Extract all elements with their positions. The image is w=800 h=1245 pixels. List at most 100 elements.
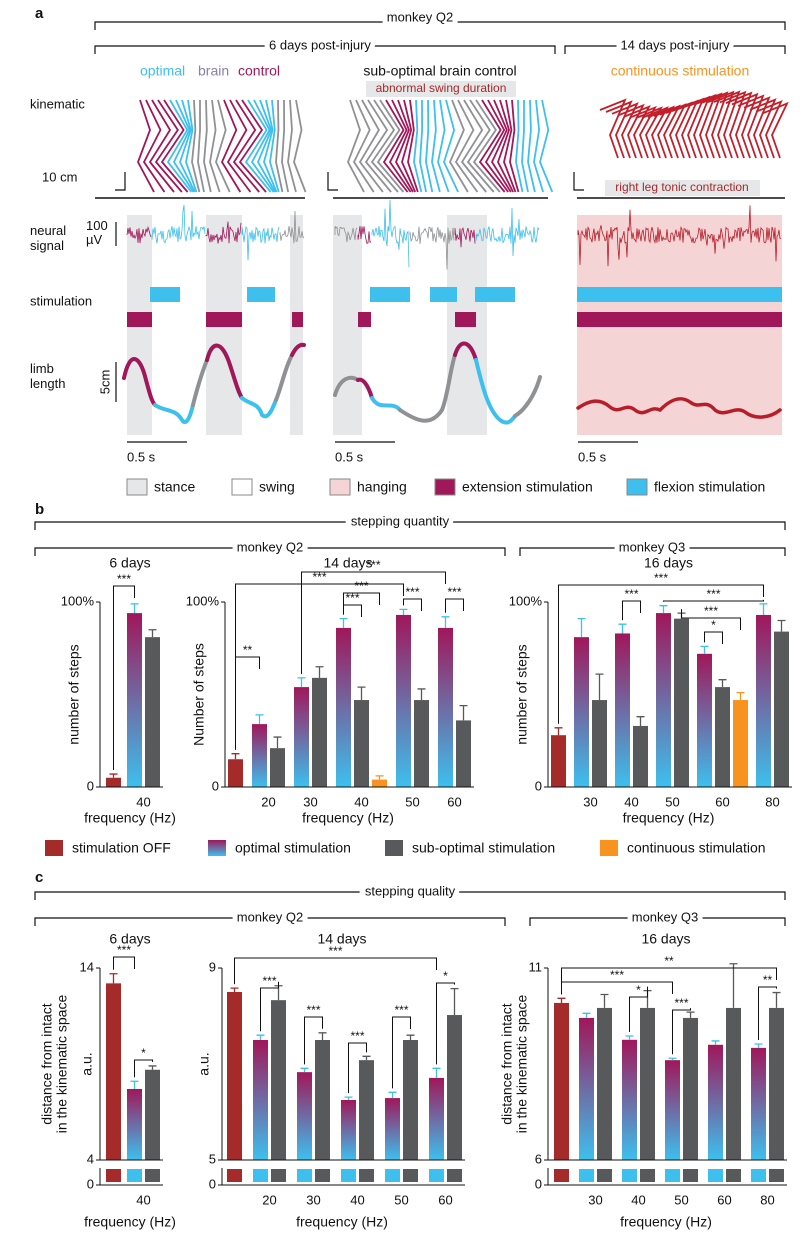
stub-swatch [769, 1169, 784, 1182]
scale-line: µV [86, 232, 102, 247]
condition: continuous stimulation [611, 63, 750, 79]
stub-swatch [683, 1169, 698, 1182]
extension-block [455, 312, 476, 327]
bar [127, 1088, 142, 1160]
significance-bracket [392, 1016, 411, 1089]
trace [274, 353, 294, 402]
chart: 0 4 14 40 6 days frequency (Hz) distance from … [39, 931, 176, 1230]
chart-title: 6 days [109, 931, 150, 947]
error-bar [736, 692, 745, 701]
row-label: neural signal [30, 223, 66, 253]
significance-label: *** [706, 587, 720, 601]
bar [733, 700, 748, 787]
x-tick-label: 50 [405, 794, 419, 809]
bar [456, 720, 471, 787]
error-bar [109, 973, 118, 984]
bar [697, 653, 712, 787]
error-bar [557, 997, 566, 1003]
note-box [605, 180, 760, 196]
stick [197, 99, 205, 193]
significance-label: *** [610, 968, 624, 982]
bar [592, 700, 607, 787]
stick [370, 99, 399, 193]
x-tick-label: 30 [588, 1192, 602, 1207]
stick [605, 100, 633, 159]
neural-trace [357, 225, 372, 245]
error-bar [686, 1011, 695, 1018]
condition: control [238, 63, 280, 79]
significance-bracket [113, 585, 135, 771]
scale-label: 0.5 s [578, 449, 607, 464]
error-bar [450, 987, 459, 1016]
stub-swatch [359, 1169, 374, 1182]
stick [713, 90, 741, 159]
stub-swatch [227, 1169, 242, 1182]
x-tick-label: 50 [665, 794, 679, 809]
error-bar [659, 605, 668, 614]
kinematic-sticks [137, 90, 789, 193]
scale-label: 10 cm [42, 169, 77, 184]
y-tick-label: 4 [87, 1151, 94, 1166]
stick [364, 99, 392, 193]
significance-bracket [343, 592, 380, 615]
x-tick-label: 60 [447, 794, 461, 809]
scale-bar [573, 172, 584, 191]
stick [647, 105, 675, 159]
trace [453, 341, 478, 362]
bar [708, 1044, 723, 1160]
bar [579, 1017, 594, 1160]
legend-swatch [45, 840, 63, 856]
stick [215, 99, 231, 193]
stick [395, 99, 414, 193]
error-bar [130, 603, 139, 614]
stick [611, 102, 639, 159]
neural-trace [577, 205, 782, 267]
row-label-line: neural [30, 223, 66, 238]
significance-label: *** [366, 558, 380, 572]
x-tick-label: 60 [715, 794, 729, 809]
neural-signal [126, 200, 782, 270]
trace [513, 375, 542, 418]
stub-swatch [665, 1169, 680, 1182]
neural-trace [279, 211, 305, 244]
stick [401, 99, 417, 193]
bar [665, 1060, 680, 1160]
stick [749, 98, 777, 159]
scale-label: 100 µV [86, 218, 108, 247]
chart-title: 16 days [641, 931, 690, 947]
bar [315, 1040, 330, 1160]
header: stepping quantity [351, 513, 450, 528]
significance-label: * [711, 618, 716, 632]
x-tick-label: 20 [262, 1192, 276, 1207]
legend-label: continuous stimulation [627, 840, 766, 856]
stick [472, 99, 501, 193]
x-tick-label: 30 [583, 794, 597, 809]
error-bar [625, 1035, 634, 1040]
significance-label: *** [394, 1003, 408, 1017]
error-bar [297, 677, 306, 688]
stub-swatch [145, 1169, 160, 1182]
error-bar [255, 714, 264, 725]
flexion-block [430, 287, 457, 302]
stick [142, 99, 166, 193]
y-axis-label: in the kinematic space [514, 995, 530, 1134]
limb-traces [122, 341, 782, 425]
chart-title: 14 days [317, 931, 366, 947]
extension-block [292, 312, 303, 327]
stick [431, 99, 441, 193]
bar [312, 677, 327, 787]
x-tick-label: 60 [438, 1192, 452, 1207]
stick [352, 99, 375, 193]
x-tick-label: 80 [765, 794, 779, 809]
trace [191, 358, 209, 407]
legend-swatch [626, 478, 648, 496]
neural-trace [241, 226, 280, 261]
significance-label: *** [345, 591, 359, 605]
flexion-block [247, 287, 275, 302]
bar [252, 724, 267, 787]
bar [354, 700, 369, 787]
chart: 0 100% 40 6 days frequency (Hz) number of ste… [61, 555, 176, 826]
stick [448, 99, 469, 193]
significance-label: *** [654, 571, 668, 585]
error-bar [148, 1065, 157, 1070]
